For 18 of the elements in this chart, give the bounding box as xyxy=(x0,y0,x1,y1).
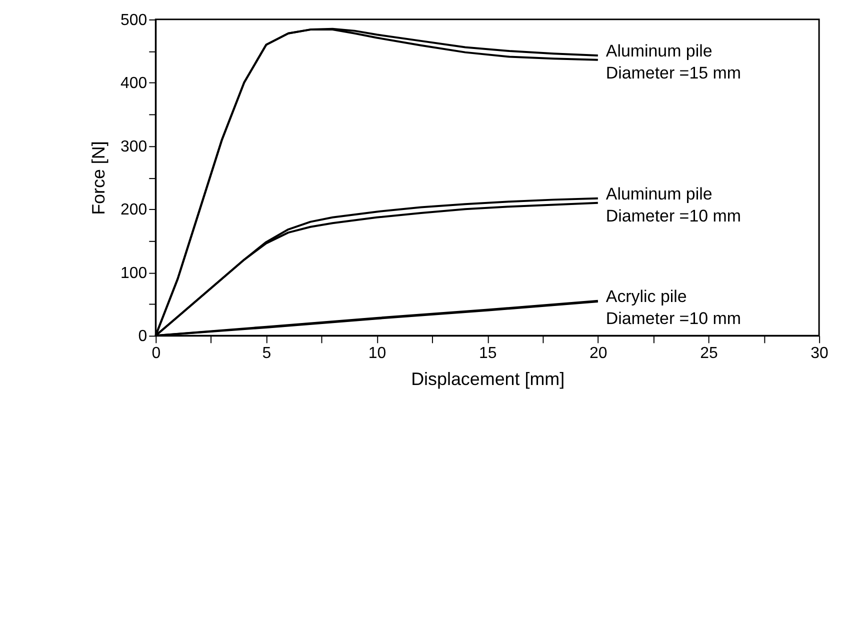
y-tick-label: 500 xyxy=(120,12,148,29)
annotation: Aluminum pile Diameter =10 mm xyxy=(606,184,741,226)
x-tick-label: 20 xyxy=(590,345,608,362)
x-tick-label: 5 xyxy=(262,345,272,362)
y-tick-label: 300 xyxy=(120,138,148,156)
x-tick-label: 15 xyxy=(478,345,497,362)
y-tick-label: 0 xyxy=(138,328,148,346)
y-tick-label: 400 xyxy=(120,75,148,92)
annotation: Acrylic pile Diameter =10 mm xyxy=(606,286,741,328)
y-axis-title: Force [N] xyxy=(88,141,109,215)
x-tick-label: 0 xyxy=(152,345,161,362)
y-tick-label: 200 xyxy=(120,202,148,219)
x-tick-label: 25 xyxy=(700,345,718,362)
x-axis-title: Displacement [mm] xyxy=(411,369,565,390)
y-tick-label: 100 xyxy=(120,264,148,282)
x-tick-label: 30 xyxy=(810,345,829,362)
annotation: Aluminum pile Diameter =15 mm xyxy=(606,41,741,82)
x-tick-label: 10 xyxy=(368,345,386,362)
